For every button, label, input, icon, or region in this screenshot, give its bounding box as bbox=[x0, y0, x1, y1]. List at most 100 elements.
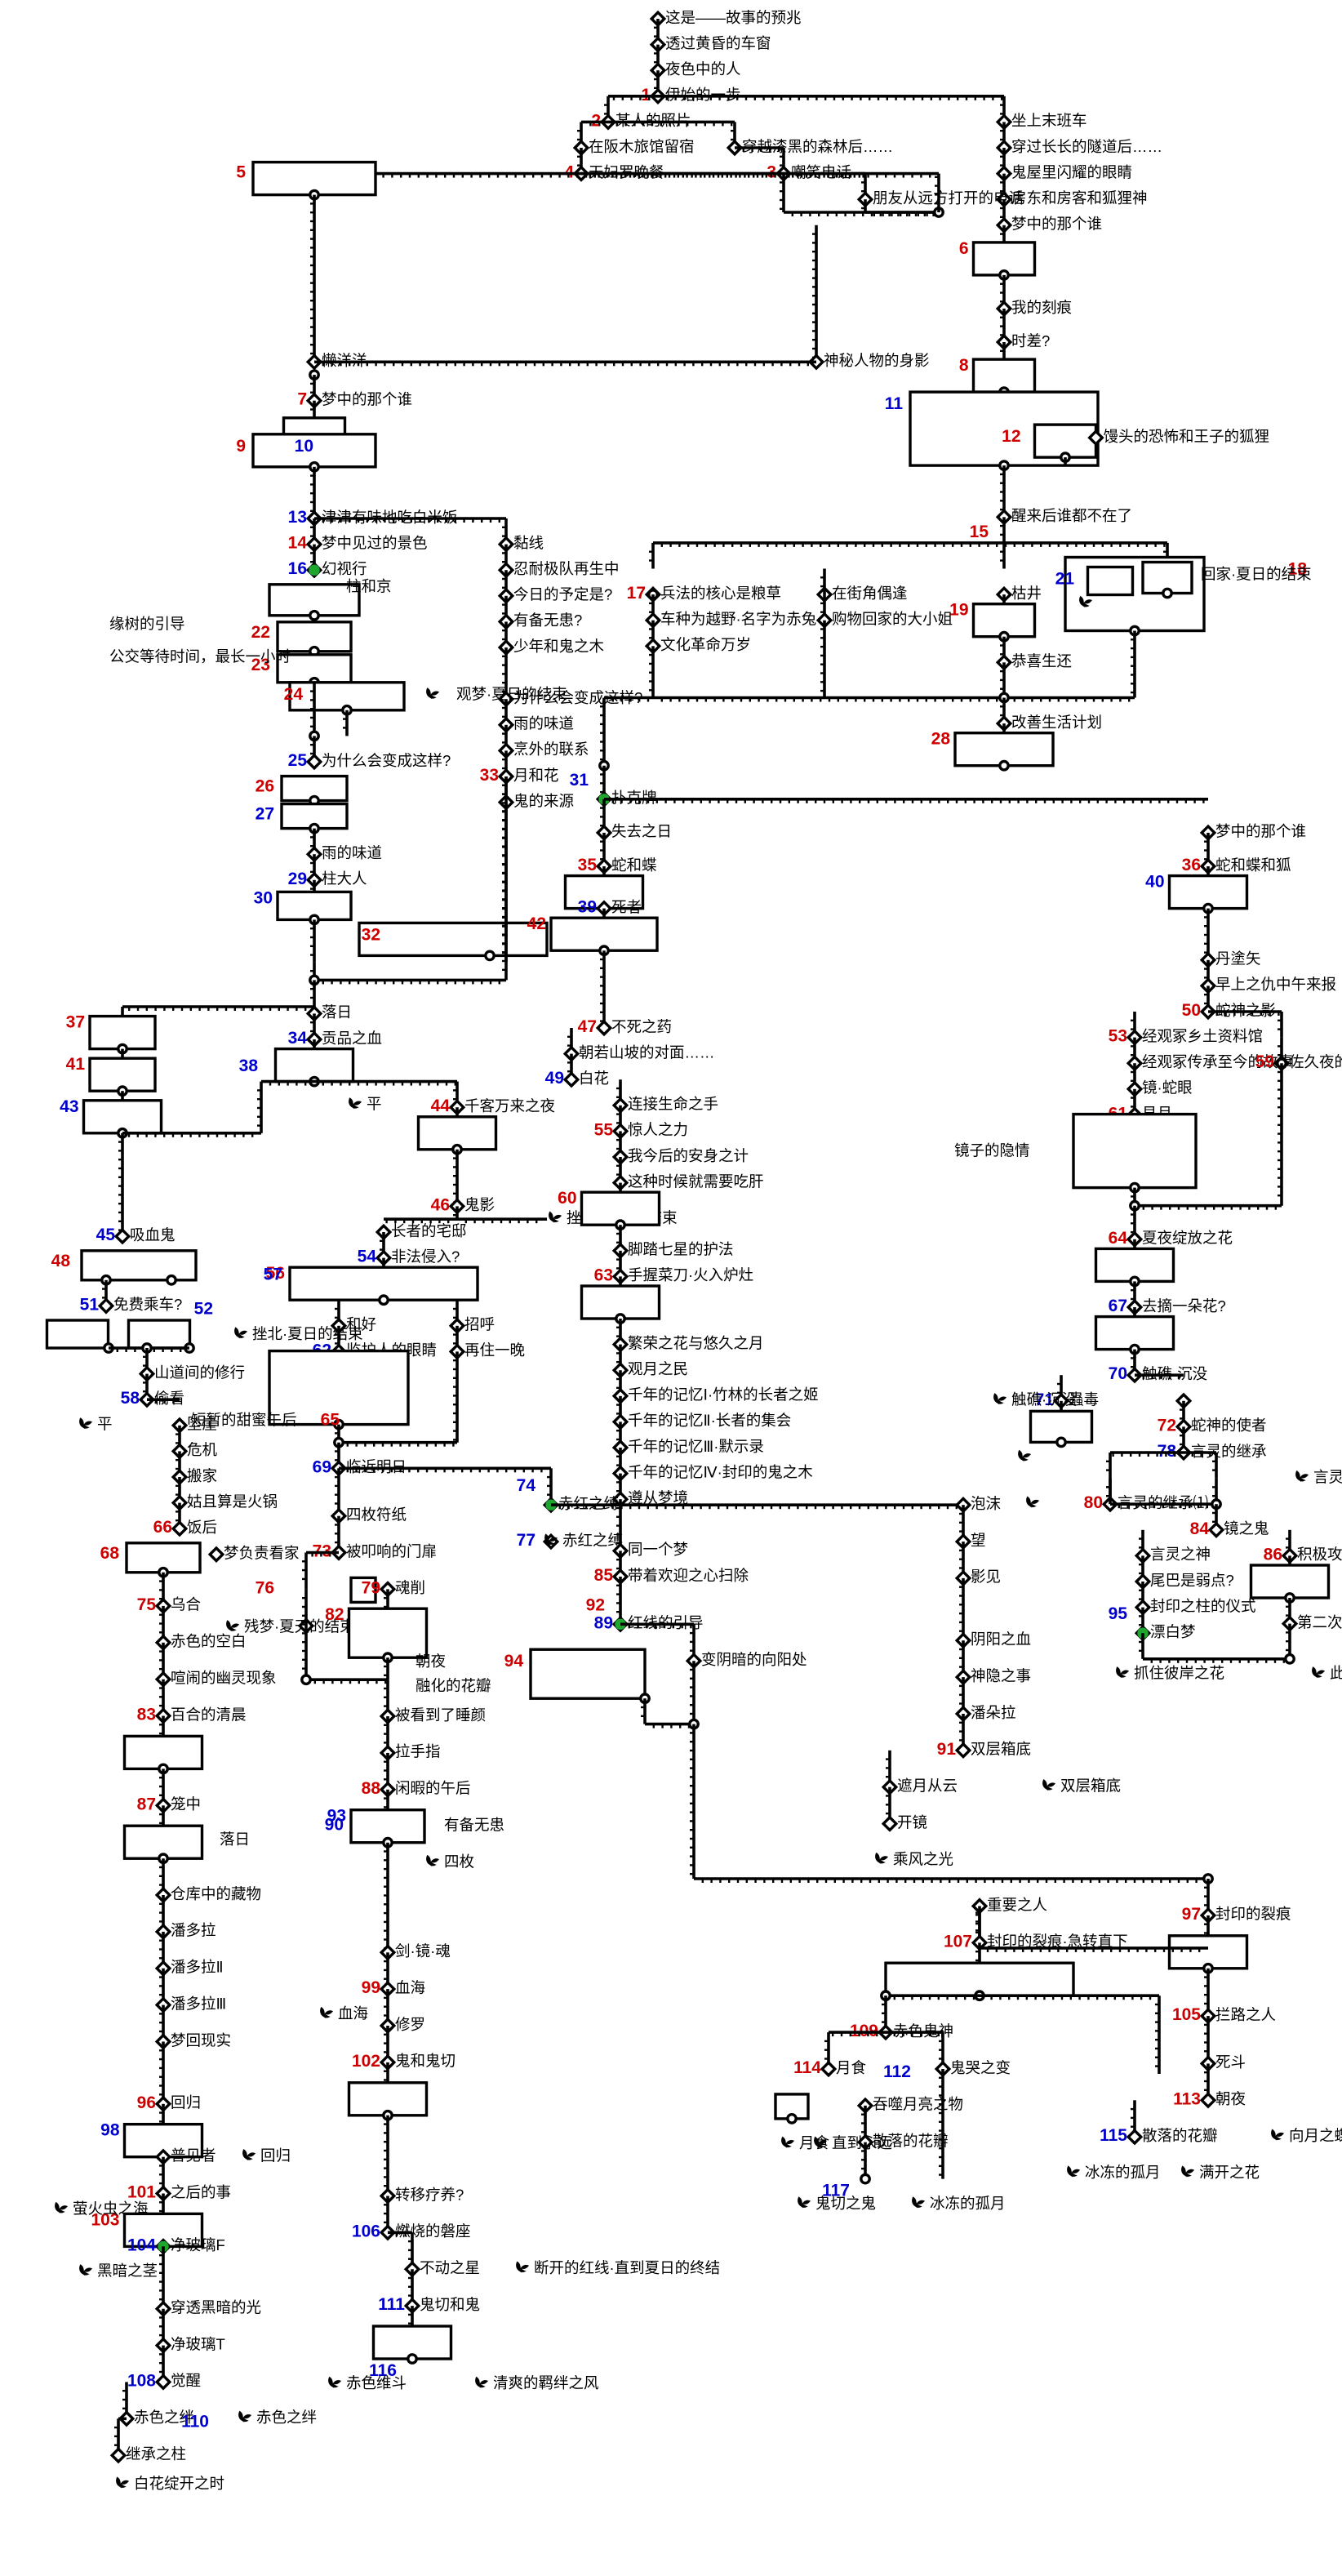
svg-text:64: 64 bbox=[1109, 1229, 1128, 1248]
svg-text:封印的裂痕·急转直下: 封印的裂痕·急转直下 bbox=[987, 1933, 1128, 1950]
svg-text:48: 48 bbox=[51, 1252, 71, 1270]
svg-text:神隐之事: 神隐之事 bbox=[971, 1667, 1031, 1684]
svg-text:赤色之绊: 赤色之绊 bbox=[256, 2409, 317, 2426]
svg-text:山道间的修行: 山道间的修行 bbox=[154, 1364, 245, 1381]
svg-text:修罗: 修罗 bbox=[395, 2016, 425, 2033]
svg-text:86: 86 bbox=[1264, 1545, 1282, 1564]
svg-text:11: 11 bbox=[885, 394, 904, 413]
svg-text:102: 102 bbox=[352, 2052, 380, 2071]
svg-text:45: 45 bbox=[96, 1226, 116, 1244]
svg-text:111: 111 bbox=[378, 2295, 405, 2314]
svg-text:46: 46 bbox=[431, 1195, 450, 1214]
svg-text:短暂的甜蜜午后: 短暂的甜蜜午后 bbox=[191, 1411, 297, 1428]
svg-text:觉醒: 觉醒 bbox=[171, 2372, 201, 2389]
svg-text:馒头的恐怖和王子的狐狸: 馒头的恐怖和王子的狐狸 bbox=[1104, 428, 1270, 445]
svg-text:今日的予定是?: 今日的予定是? bbox=[513, 586, 612, 603]
svg-text:蛇和蝶和狐: 蛇和蝶和狐 bbox=[1215, 856, 1291, 874]
svg-text:贡品之血: 贡品之血 bbox=[322, 1030, 382, 1047]
svg-text:梦中的那个谁: 梦中的那个谁 bbox=[322, 391, 412, 408]
svg-text:在街角偶逢: 在街角偶逢 bbox=[832, 585, 908, 602]
svg-text:拦路之人: 拦路之人 bbox=[1215, 2006, 1276, 2023]
svg-text:梦中的那个谁: 梦中的那个谁 bbox=[1011, 216, 1102, 233]
svg-text:为什么会变成这样?: 为什么会变成这样? bbox=[322, 752, 451, 769]
svg-text:50: 50 bbox=[1182, 1001, 1201, 1020]
svg-text:继承之柱: 继承之柱 bbox=[126, 2445, 186, 2463]
svg-text:57: 57 bbox=[264, 1266, 282, 1284]
svg-text:这是——故事的预兆: 这是——故事的预兆 bbox=[665, 9, 802, 26]
svg-text:血海: 血海 bbox=[395, 1979, 425, 1996]
svg-text:43: 43 bbox=[60, 1097, 78, 1116]
svg-text:36: 36 bbox=[1182, 856, 1201, 874]
svg-text:69: 69 bbox=[313, 1457, 331, 1476]
svg-text:这种时候就需要吃肝: 这种时候就需要吃肝 bbox=[628, 1172, 764, 1190]
svg-text:79: 79 bbox=[362, 1578, 380, 1597]
svg-text:雨的味道: 雨的味道 bbox=[513, 715, 574, 732]
svg-text:赤红之缚: 赤红之缚 bbox=[562, 1532, 623, 1549]
svg-text:经观冢乡土资料馆: 经观冢乡土资料馆 bbox=[1142, 1027, 1263, 1044]
svg-text:坐上末班车: 坐上末班车 bbox=[1011, 112, 1087, 129]
svg-text:朝夜: 朝夜 bbox=[415, 1653, 446, 1670]
svg-text:65: 65 bbox=[321, 1411, 340, 1430]
svg-text:110: 110 bbox=[181, 2412, 209, 2431]
svg-text:枯井: 枯井 bbox=[1011, 585, 1042, 602]
svg-text:死者: 死者 bbox=[611, 898, 642, 915]
svg-text:32: 32 bbox=[362, 925, 380, 944]
svg-text:姑且算是火锅: 姑且算是火锅 bbox=[187, 1493, 278, 1510]
svg-text:我今后的安身之计: 我今后的安身之计 bbox=[628, 1147, 749, 1164]
svg-text:99: 99 bbox=[362, 1978, 380, 1997]
svg-text:封印的裂痕: 封印的裂痕 bbox=[1215, 1906, 1291, 1923]
svg-text:鬼屋里闪耀的眼睛: 鬼屋里闪耀的眼睛 bbox=[1011, 163, 1132, 180]
svg-text:夏夜绽放之花: 夏夜绽放之花 bbox=[1142, 1230, 1233, 1247]
svg-text:85: 85 bbox=[594, 1566, 614, 1585]
svg-text:拉手指: 拉手指 bbox=[395, 1743, 441, 1760]
svg-text:连接生命之手: 连接生命之手 bbox=[628, 1096, 718, 1113]
svg-text:30: 30 bbox=[254, 888, 273, 907]
svg-text:穿透黑暗的光: 穿透黑暗的光 bbox=[171, 2299, 261, 2316]
svg-text:107: 107 bbox=[944, 1932, 972, 1951]
svg-text:21: 21 bbox=[1055, 570, 1075, 589]
svg-text:赤色维斗: 赤色维斗 bbox=[346, 2374, 407, 2391]
svg-text:公交等待时间，最长一小时: 公交等待时间，最长一小时 bbox=[109, 648, 291, 665]
svg-text:51: 51 bbox=[80, 1295, 100, 1314]
svg-text:67: 67 bbox=[1109, 1297, 1127, 1315]
svg-text:59: 59 bbox=[1255, 1052, 1274, 1071]
svg-text:不死之药: 不死之药 bbox=[611, 1018, 672, 1035]
svg-text:净玻璃F: 净玻璃F bbox=[171, 2236, 225, 2253]
svg-text:76: 76 bbox=[256, 1578, 274, 1597]
svg-text:33: 33 bbox=[480, 766, 499, 785]
svg-text:梦中见过的景色: 梦中见过的景色 bbox=[322, 534, 428, 551]
svg-text:55: 55 bbox=[594, 1120, 614, 1139]
svg-text:醒来后谁都不在了: 醒来后谁都不在了 bbox=[1011, 507, 1132, 524]
svg-text:鬼影: 鬼影 bbox=[464, 1196, 495, 1213]
svg-text:80: 80 bbox=[1084, 1493, 1103, 1512]
svg-text:净玻璃T: 净玻璃T bbox=[171, 2335, 225, 2352]
svg-text:90: 90 bbox=[325, 1816, 344, 1835]
svg-text:影见: 影见 bbox=[971, 1568, 1001, 1586]
svg-text:70: 70 bbox=[1109, 1364, 1127, 1383]
svg-text:和好: 和好 bbox=[346, 1316, 376, 1333]
svg-text:41: 41 bbox=[66, 1055, 86, 1074]
svg-text:黑暗之茎: 黑暗之茎 bbox=[97, 2262, 158, 2280]
svg-text:19: 19 bbox=[949, 601, 968, 620]
svg-text:兵法的核心是粮草: 兵法的核心是粮草 bbox=[660, 585, 781, 602]
svg-text:37: 37 bbox=[66, 1013, 85, 1032]
svg-text:抓住彼岸之花: 抓住彼岸之花 bbox=[1134, 1665, 1224, 1682]
svg-text:幻视行: 幻视行 bbox=[322, 560, 367, 577]
svg-text:千年的记忆Ⅰ·竹林的长者之姬: 千年的记忆Ⅰ·竹林的长者之姬 bbox=[628, 1386, 819, 1404]
svg-text:泡沫: 泡沫 bbox=[971, 1495, 1001, 1512]
svg-text:鬼切之鬼: 鬼切之鬼 bbox=[815, 2195, 876, 2212]
svg-text:忍耐极队再生中: 忍耐极队再生中 bbox=[513, 560, 620, 577]
svg-text:融化的花瓣: 融化的花瓣 bbox=[415, 1677, 491, 1694]
svg-text:31: 31 bbox=[570, 771, 589, 790]
svg-text:封印之柱的仪式: 封印之柱的仪式 bbox=[1150, 1597, 1256, 1614]
svg-text:尾巴是弱点?: 尾巴是弱点? bbox=[1150, 1572, 1234, 1589]
svg-text:柱大人: 柱大人 bbox=[322, 870, 367, 888]
svg-text:54: 54 bbox=[358, 1248, 377, 1266]
svg-text:87: 87 bbox=[137, 1795, 156, 1813]
svg-text:75: 75 bbox=[137, 1595, 157, 1614]
svg-text:时差?: 时差? bbox=[1011, 332, 1050, 349]
svg-text:10: 10 bbox=[295, 437, 313, 456]
svg-text:49: 49 bbox=[545, 1069, 564, 1088]
svg-text:105: 105 bbox=[1172, 2005, 1201, 2024]
svg-text:雨的味道: 雨的味道 bbox=[322, 844, 382, 861]
